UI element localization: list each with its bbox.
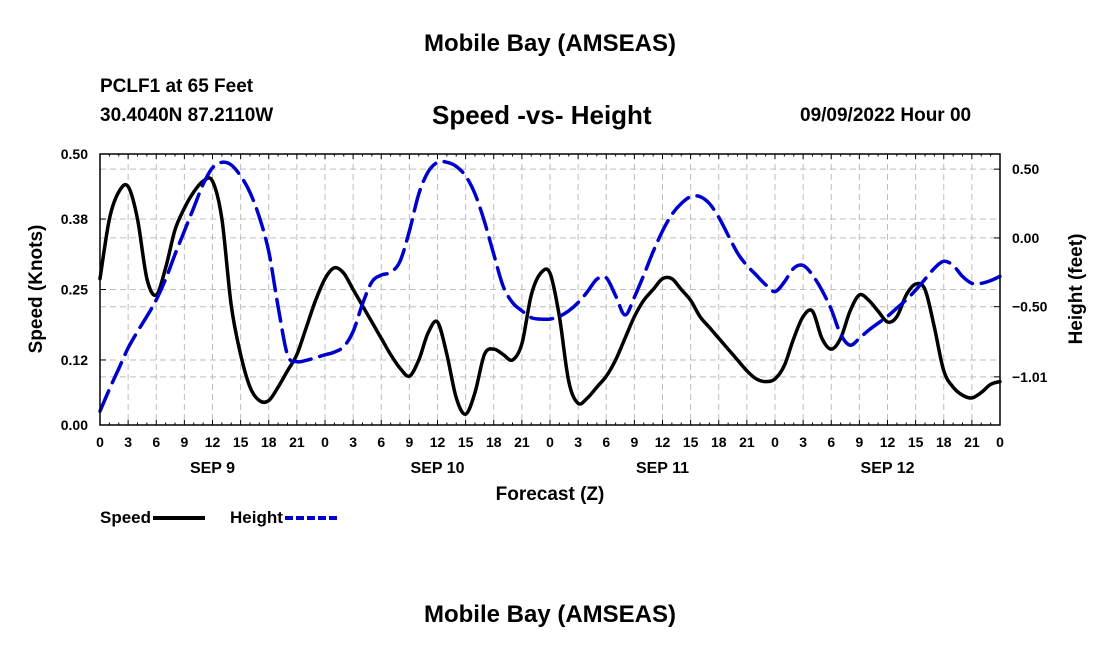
x-tick-label: 6 — [602, 434, 610, 450]
x-tick-label: 21 — [514, 434, 530, 450]
x-tick-label: 9 — [855, 434, 863, 450]
chart-title: Speed -vs- Height — [432, 100, 652, 130]
x-axis-label: Forecast (Z) — [496, 484, 605, 505]
date-label: SEP 10 — [411, 460, 465, 477]
x-tick-label: 0 — [546, 434, 554, 450]
legend-speed: Speed — [100, 508, 206, 528]
x-tick-label: 12 — [430, 434, 446, 450]
date-label: SEP 12 — [861, 460, 915, 477]
legend-height-swatch — [284, 516, 337, 520]
x-tick-label: 15 — [458, 434, 474, 450]
x-tick-label: 18 — [936, 434, 952, 450]
x-tick-label: 15 — [908, 434, 924, 450]
x-tick-label: 3 — [124, 434, 132, 450]
x-tick-label: 6 — [377, 434, 385, 450]
height-series-line — [98, 159, 1002, 413]
y-right-tick-label: −0.50 — [1012, 299, 1048, 315]
y-right-tick-label: −1.01 — [1012, 369, 1048, 385]
legend-height: Height — [230, 508, 337, 528]
date-label: SEP 11 — [636, 460, 689, 477]
x-tick-label: 21 — [964, 434, 980, 450]
axes: 0 3 6 9 12 15 18 21 0 3 6 9 12 15 18 21 0 3 6 9 12 15 18 21 0 3 6 9… — [61, 146, 1048, 477]
y-left-axis-label: Speed (Knots) — [26, 225, 47, 354]
series-lines — [98, 159, 1002, 416]
speed-series-line — [98, 176, 1002, 416]
footer-title: Mobile Bay (AMSEAS) — [423, 601, 677, 628]
y-left-tick-label: 0.38 — [61, 211, 88, 227]
x-tick-label: 3 — [799, 434, 807, 450]
y-left-tick-label: 0.50 — [61, 146, 88, 162]
y-left-tick-label: 0.12 — [61, 352, 88, 368]
x-tick-label: 3 — [349, 434, 357, 450]
x-tick-label: 12 — [655, 434, 671, 450]
x-tick-label: 9 — [180, 434, 188, 450]
x-tick-label: 21 — [289, 434, 305, 450]
x-tick-label: 12 — [205, 434, 221, 450]
date-label: SEP 9 — [190, 460, 235, 477]
x-tick-label: 9 — [405, 434, 413, 450]
x-tick-label: 6 — [827, 434, 835, 450]
x-tick-label: 18 — [261, 434, 277, 450]
x-tick-label: 3 — [574, 434, 582, 450]
x-tick-label: 12 — [880, 434, 896, 450]
x-tick-label: 15 — [683, 434, 699, 450]
x-tick-label: 21 — [739, 434, 755, 450]
x-tick-label: 6 — [152, 434, 160, 450]
y-right-axis-label: Height (feet) — [1066, 234, 1087, 345]
grid-lines — [100, 154, 1000, 425]
station-label: PCLF1 at 65 Feet — [100, 76, 254, 97]
y-right-tick-label: 0.00 — [1012, 230, 1039, 246]
x-tick-label: 18 — [711, 434, 727, 450]
x-tick-label: 9 — [630, 434, 638, 450]
coordinates-label: 30.4040N 87.2110W — [100, 105, 274, 126]
legend-height-label: Height — [230, 508, 283, 527]
x-tick-label: 0 — [96, 434, 104, 450]
x-tick-label: 18 — [486, 434, 502, 450]
y-left-tick-label: 0.25 — [61, 282, 88, 298]
x-tick-label: 0 — [321, 434, 329, 450]
y-left-tick-label: 0.00 — [61, 417, 88, 433]
y-right-tick-label: 0.50 — [1012, 161, 1039, 177]
forecast-date-label: 09/09/2022 Hour 00 — [800, 105, 972, 126]
x-tick-label: 0 — [771, 434, 779, 450]
x-tick-label: 15 — [233, 434, 249, 450]
legend-speed-swatch — [153, 516, 206, 520]
x-tick-label: 0 — [996, 434, 1004, 450]
main-title: Mobile Bay (AMSEAS) — [423, 30, 677, 57]
legend-speed-label: Speed — [100, 508, 152, 527]
